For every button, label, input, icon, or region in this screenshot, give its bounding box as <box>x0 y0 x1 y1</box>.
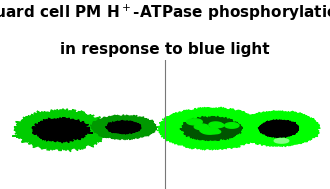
Polygon shape <box>106 120 141 134</box>
Polygon shape <box>187 119 202 125</box>
Polygon shape <box>237 111 320 146</box>
Polygon shape <box>157 107 264 150</box>
Polygon shape <box>200 129 210 132</box>
Polygon shape <box>194 124 209 130</box>
Polygon shape <box>90 115 158 140</box>
Polygon shape <box>211 130 221 134</box>
Polygon shape <box>274 139 289 143</box>
Polygon shape <box>258 120 299 137</box>
Polygon shape <box>209 122 222 127</box>
Text: Guard cell PM H$^+$-ATPase phosphorylation: Guard cell PM H$^+$-ATPase phosphorylati… <box>0 3 330 23</box>
Polygon shape <box>12 109 110 152</box>
Polygon shape <box>212 123 224 128</box>
Polygon shape <box>180 116 243 141</box>
Text: cbc1cbc2-2: cbc1cbc2-2 <box>175 64 249 77</box>
Text: in response to blue light: in response to blue light <box>60 42 270 57</box>
Polygon shape <box>32 117 93 143</box>
Polygon shape <box>201 127 219 134</box>
Text: Wild type: Wild type <box>10 64 73 77</box>
Polygon shape <box>225 123 239 128</box>
